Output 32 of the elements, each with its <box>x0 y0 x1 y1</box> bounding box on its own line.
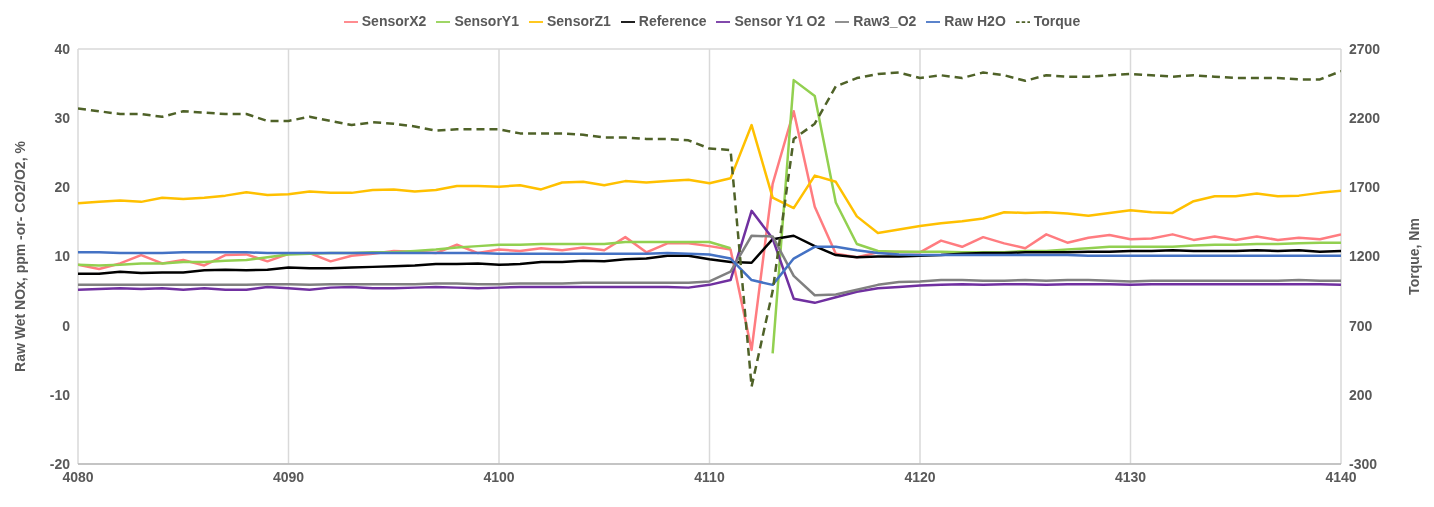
legend-label: Raw3_O2 <box>853 13 917 29</box>
y2-axis-title: Torque, Nm <box>1405 218 1422 295</box>
y-tick-label: 40 <box>54 40 71 57</box>
y-tick-label: 20 <box>54 179 71 196</box>
y-tick-label: 30 <box>54 110 71 127</box>
y2-tick-label: 2700 <box>1349 40 1381 57</box>
x-tick-label: 4100 <box>483 468 515 485</box>
legend-label: Reference <box>638 13 707 29</box>
y-tick-label: 0 <box>62 317 71 334</box>
y2-tick-label: 700 <box>1349 317 1373 334</box>
x-tick-label: 4110 <box>694 468 725 485</box>
y2-tick-label: 1200 <box>1349 248 1381 265</box>
legend-label: Torque <box>1033 13 1081 29</box>
legend-label: Raw H2O <box>944 13 1006 29</box>
y-tick-label: 10 <box>54 248 71 265</box>
x-tick-label: 4090 <box>272 468 305 485</box>
y-axis-title: Raw Wet NOx, ppm -or- CO2/O2, % <box>11 140 28 372</box>
y2-tick-label: 1700 <box>1349 179 1381 196</box>
y2-tick-label: 200 <box>1349 386 1373 403</box>
line-series <box>78 123 1341 235</box>
x-tick-label: 4120 <box>904 468 936 485</box>
x-tick-label: 4130 <box>1114 468 1147 485</box>
legend-label: SensorZ1 <box>546 13 611 29</box>
line-series <box>78 209 1341 305</box>
y-tick-label: -10 <box>49 386 71 403</box>
line-series <box>78 245 1341 287</box>
legend-label: SensorY1 <box>454 13 519 29</box>
legend-label: Sensor Y1 O2 <box>734 13 826 29</box>
legend-label: SensorX2 <box>361 13 427 29</box>
line-series <box>78 234 1341 276</box>
line-series <box>78 234 1341 297</box>
y2-tick-label: 2200 <box>1349 110 1381 127</box>
